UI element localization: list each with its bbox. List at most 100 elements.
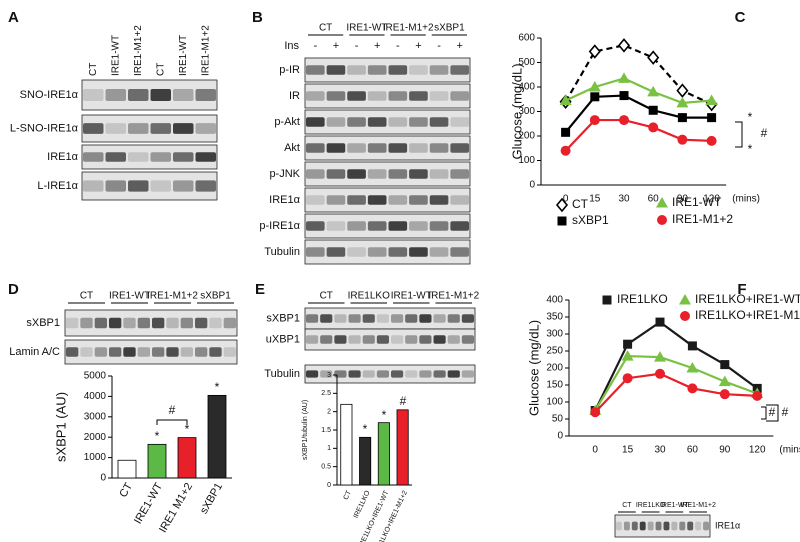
blot-band: [326, 247, 346, 257]
blot-band: [209, 317, 222, 329]
blot-band: [80, 347, 93, 357]
blot-band: [631, 521, 638, 531]
panel-label: B: [252, 9, 263, 26]
y-tick-label: 3000: [84, 411, 107, 422]
blot-band: [409, 91, 428, 101]
bracket: [766, 404, 779, 422]
point: [560, 145, 571, 156]
lane-label: IRE1-M1+2: [133, 25, 144, 76]
blot-band: [639, 521, 646, 531]
lane-label: +: [333, 40, 339, 52]
blot-row-label: sXBP1: [26, 317, 60, 329]
blot-band: [616, 521, 622, 531]
legend-label: IRE1LKO: [617, 292, 668, 306]
blot-band: [695, 521, 702, 531]
blot-band: [94, 317, 107, 329]
y-tick-label: 2000: [84, 432, 107, 443]
blot-band: [450, 221, 469, 231]
blot-band: [450, 169, 469, 179]
lane-label: CT: [155, 63, 166, 76]
blot-band: [173, 123, 194, 134]
blot-group-label: sXBP1: [434, 23, 465, 34]
blot-band: [180, 347, 193, 357]
y-tick-label: 0: [100, 473, 106, 484]
blot-row-label: p-IR: [279, 64, 300, 76]
blot-band: [447, 314, 460, 323]
blot-row-label: Lamin A/C: [9, 346, 60, 358]
blot-band: [195, 123, 216, 134]
blot-band: [347, 169, 366, 179]
blot-band: [320, 335, 333, 344]
y-tick-label: 300: [546, 329, 563, 340]
y-tick-label: 200: [546, 363, 563, 374]
series-line: [564, 118, 712, 152]
blot-band: [348, 314, 361, 323]
blot-band: [347, 91, 366, 101]
blot-group-label: CT: [319, 23, 332, 34]
point: [647, 85, 660, 97]
annotation: *: [215, 380, 220, 394]
blot-band: [326, 195, 346, 205]
blot-band: [150, 180, 171, 192]
bracket: [156, 419, 188, 425]
blot-band: [306, 117, 325, 127]
blot-band: [326, 117, 346, 127]
blot-band: [209, 347, 222, 357]
x-unit: (mins): [732, 194, 760, 205]
y-tick-label: 400: [546, 295, 563, 306]
blot-row-label: Tubulin: [264, 368, 300, 380]
x-tick-label: 15: [622, 445, 634, 456]
blot-band: [326, 65, 346, 75]
y-axis-label: Glucose (mg/dL): [526, 320, 541, 416]
blot-band: [326, 91, 346, 101]
blot-group-label: IRE1-WT: [660, 502, 690, 509]
x-tick-label: 0: [563, 194, 569, 205]
blot-row-label: IRE1α: [47, 151, 78, 163]
blot-band: [334, 335, 347, 344]
x-tick-label: 60: [648, 194, 660, 205]
series-line: [564, 94, 712, 134]
blot-band: [409, 221, 428, 231]
blot-band: [166, 347, 179, 357]
blot-band: [433, 370, 446, 378]
blot-band: [409, 117, 428, 127]
blot-band: [326, 143, 346, 153]
y-tick-label: 250: [546, 346, 563, 357]
blot-band: [306, 169, 325, 179]
blot-band: [334, 370, 347, 378]
blot-band: [450, 143, 469, 153]
series-line: [594, 372, 758, 413]
panel-label: C: [735, 9, 746, 26]
blot-band: [429, 117, 449, 127]
blot-band: [419, 314, 432, 323]
blot-band: [223, 317, 236, 329]
legend-label: IRE1LKO+IRE1-M1+2: [695, 308, 800, 322]
x-tick-label: 90: [677, 194, 689, 205]
point: [655, 317, 665, 327]
annotation: *: [185, 422, 190, 436]
y-tick-label: 1.5: [321, 427, 331, 434]
blot-band: [671, 521, 678, 531]
blot-band: [195, 152, 216, 162]
point: [648, 105, 658, 115]
blot-band: [223, 347, 236, 357]
blot-band: [334, 314, 347, 323]
series-line: [565, 77, 712, 105]
annotation: *: [363, 422, 368, 436]
point: [618, 72, 630, 83]
y-tick-label: 0.5: [321, 464, 331, 471]
blot-group-label: IRE1-WT: [391, 291, 432, 302]
blot-band: [367, 117, 387, 127]
x-tick-label: CT: [117, 481, 135, 500]
blot-band: [391, 335, 404, 344]
point: [617, 38, 631, 53]
x-tick-label: 30: [654, 445, 666, 456]
blot-row-label: IRE1α: [269, 194, 300, 206]
blot-band: [461, 335, 474, 344]
blot-band: [173, 180, 194, 192]
x-tick-label: IRE1-WT: [132, 481, 165, 526]
blot-band: [655, 521, 662, 531]
blot-band: [450, 195, 469, 205]
blot-band: [150, 123, 171, 134]
